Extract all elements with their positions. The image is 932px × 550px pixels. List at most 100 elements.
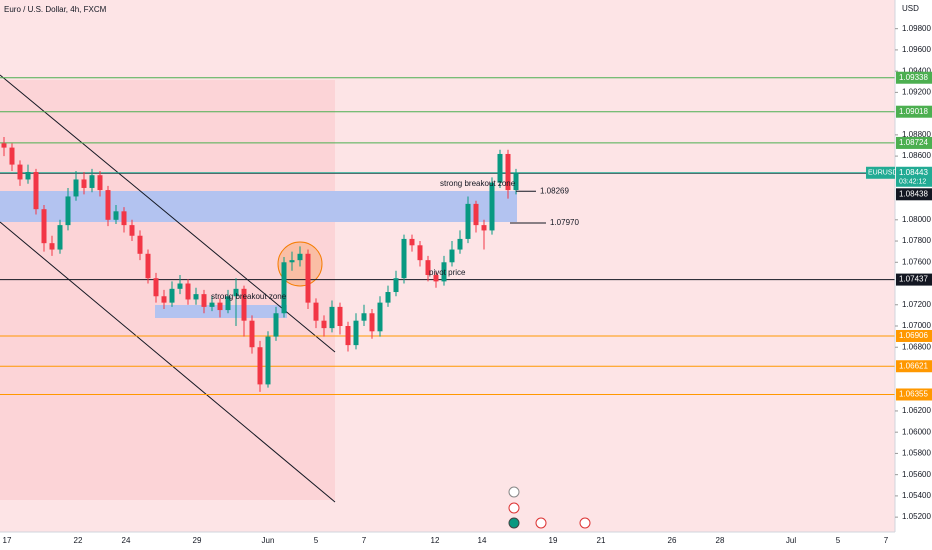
candle-body bbox=[57, 225, 63, 250]
candle-body bbox=[137, 235, 143, 254]
y-tick-label: 1.07600 bbox=[902, 257, 931, 266]
x-tick-label: 28 bbox=[716, 536, 725, 545]
candle-body bbox=[425, 260, 431, 276]
symbol-tag bbox=[866, 166, 895, 179]
breakout-zone-lower bbox=[155, 305, 287, 318]
candle-body bbox=[433, 275, 439, 282]
candle-body bbox=[273, 313, 279, 337]
candle-body bbox=[25, 172, 31, 180]
candle-body bbox=[33, 172, 39, 210]
candle-body bbox=[257, 347, 263, 385]
candle-body bbox=[233, 288, 239, 297]
price-label: 1.06906 bbox=[899, 331, 928, 340]
y-tick-label: 1.08600 bbox=[902, 151, 931, 160]
candle-body bbox=[265, 336, 271, 385]
candle-body bbox=[353, 320, 359, 346]
candle-body bbox=[193, 294, 199, 300]
breakout-zone bbox=[0, 191, 517, 222]
candle-body bbox=[313, 302, 319, 321]
annotation: pivot price bbox=[429, 268, 466, 277]
candle-body bbox=[105, 190, 111, 220]
chart-title: Euro / U.S. Dollar, 4h, FXCM bbox=[4, 5, 107, 14]
y-tick-label: 1.05400 bbox=[902, 491, 931, 500]
symbol-label: EURUSD bbox=[868, 170, 898, 177]
last-price-box bbox=[896, 166, 932, 187]
candle-body bbox=[513, 173, 519, 191]
candle-body bbox=[161, 296, 167, 303]
x-tick-label: 22 bbox=[74, 536, 83, 545]
candle-body bbox=[89, 175, 95, 188]
candle-body bbox=[145, 253, 151, 279]
candle-body bbox=[297, 253, 303, 261]
candle-body bbox=[81, 179, 87, 188]
candle-body bbox=[209, 302, 215, 307]
price-label-box bbox=[896, 388, 932, 401]
y-tick-label: 1.09800 bbox=[902, 24, 931, 33]
candle-body bbox=[113, 211, 119, 220]
price-label-box bbox=[896, 360, 932, 373]
candle-body bbox=[465, 203, 471, 239]
candle-body bbox=[385, 292, 391, 303]
y-tick-label: 1.07000 bbox=[902, 321, 931, 330]
candle-body bbox=[417, 245, 423, 261]
price-label-box bbox=[896, 273, 932, 286]
candle-body bbox=[337, 306, 343, 326]
x-tick-label: 12 bbox=[431, 536, 440, 545]
candle-body bbox=[409, 238, 415, 246]
candle-body bbox=[177, 283, 183, 289]
annotation: strong breakout zone bbox=[440, 179, 516, 188]
price-label: 1.09338 bbox=[899, 73, 928, 82]
time-axis bbox=[0, 532, 895, 550]
candle-body bbox=[9, 147, 15, 165]
price-label: 1.06621 bbox=[899, 361, 928, 370]
y-tick-label: 1.09400 bbox=[902, 66, 931, 75]
x-tick-label: 19 bbox=[549, 536, 558, 545]
channel-line bbox=[0, 221, 336, 503]
x-tick-label: 7 bbox=[362, 536, 367, 545]
price-label-box bbox=[896, 136, 932, 149]
candle-body bbox=[169, 288, 175, 303]
price-label: 1.08438 bbox=[899, 189, 928, 198]
candle-body bbox=[377, 302, 383, 332]
price-label: 1.06355 bbox=[899, 390, 928, 399]
x-tick-label: 24 bbox=[122, 536, 131, 545]
y-tick-label: 1.08000 bbox=[902, 215, 931, 224]
candle-body bbox=[361, 313, 367, 321]
candle-body bbox=[489, 182, 495, 231]
y-tick-label: 1.05800 bbox=[902, 449, 931, 458]
y-tick-label: 1.08800 bbox=[902, 130, 931, 139]
candle-body bbox=[185, 283, 191, 300]
x-tick-label: Jun bbox=[262, 536, 275, 545]
candle-body bbox=[457, 238, 463, 250]
candle-body bbox=[345, 325, 351, 346]
y-tick-label: 1.06000 bbox=[902, 427, 931, 436]
x-tick-label: 21 bbox=[597, 536, 606, 545]
candle-body bbox=[73, 179, 79, 197]
y-tick-label: 1.05200 bbox=[902, 512, 931, 521]
candle-body bbox=[505, 153, 511, 191]
price-label: 1.08724 bbox=[899, 138, 928, 147]
price-label-box bbox=[896, 105, 932, 118]
price-label: 1.09018 bbox=[899, 107, 928, 116]
marker-label: 1.08269 bbox=[540, 186, 569, 195]
x-tick-label: 14 bbox=[478, 536, 487, 545]
candle-body bbox=[153, 278, 159, 297]
candle-body bbox=[401, 238, 407, 279]
y-tick-label: 1.09600 bbox=[902, 45, 931, 54]
currency: USD bbox=[902, 4, 919, 13]
candle-body bbox=[329, 306, 335, 329]
candle-body bbox=[1, 143, 7, 148]
candle-body bbox=[129, 225, 135, 236]
candle-body bbox=[369, 313, 375, 332]
x-tick-label: 7 bbox=[884, 536, 889, 545]
x-tick-label: 5 bbox=[314, 536, 319, 545]
candle-body bbox=[41, 209, 47, 244]
x-tick-label: 26 bbox=[668, 536, 677, 545]
candle-body bbox=[225, 296, 231, 311]
x-tick-label: 5 bbox=[836, 536, 841, 545]
price-label-box bbox=[896, 329, 932, 342]
candle-body bbox=[473, 203, 479, 226]
candle-body bbox=[305, 253, 311, 303]
price-label-box bbox=[896, 188, 932, 201]
